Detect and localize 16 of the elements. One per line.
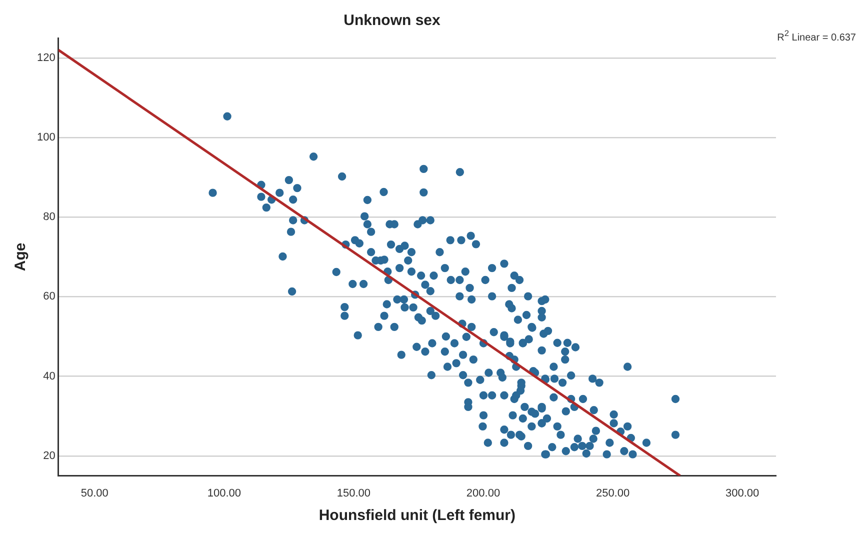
x-tick-label: 250.00 — [596, 487, 630, 500]
x-tick-label: 150.00 — [336, 487, 371, 500]
y-tick-label: 20 — [43, 450, 56, 462]
x-tick-label: 200.00 — [466, 487, 500, 500]
x-tick-label: 300.00 — [725, 487, 760, 500]
y-tick-label: 40 — [43, 370, 56, 382]
y-tick-label: 100 — [36, 132, 56, 144]
text: R$^{2}$ Linear = 0.637 — [777, 28, 856, 44]
x-axis-title: Hounsfield unit (Left femur) — [318, 507, 516, 524]
x-tick-label: 50.00 — [80, 487, 108, 500]
y-tick-label: 120 — [36, 52, 56, 64]
chart-title: Unknown sex — [344, 12, 441, 30]
y-tick-label: 60 — [43, 290, 56, 303]
x-tick-label: 100.00 — [207, 487, 241, 500]
y-tick-label: 80 — [43, 211, 56, 224]
y-axis-title: Age — [12, 242, 30, 272]
